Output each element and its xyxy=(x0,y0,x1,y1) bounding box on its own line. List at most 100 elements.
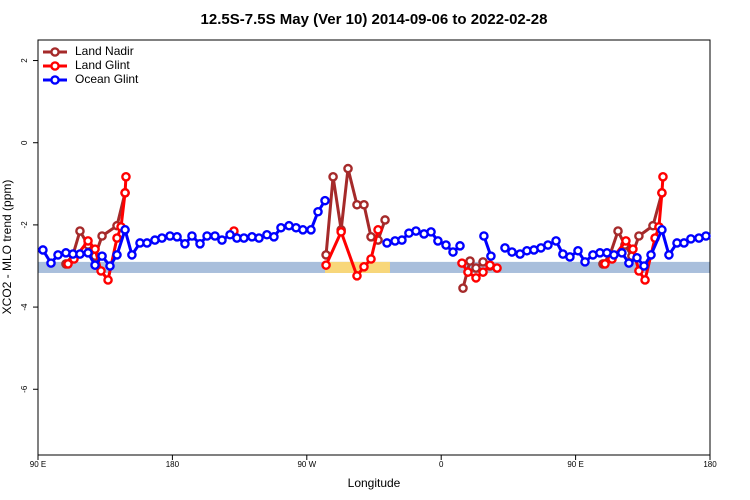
point xyxy=(600,259,610,269)
point xyxy=(628,244,638,254)
point xyxy=(157,233,167,243)
point xyxy=(97,251,107,261)
point xyxy=(306,225,316,235)
y-tick-label: -2 xyxy=(20,221,29,229)
x-tick-label: 0 xyxy=(439,460,444,469)
point xyxy=(105,261,115,271)
point xyxy=(465,256,475,266)
point xyxy=(632,252,642,263)
point xyxy=(679,238,689,248)
point xyxy=(180,239,190,249)
x-tick-label: 90 E xyxy=(567,460,583,469)
point xyxy=(328,172,338,182)
point xyxy=(298,225,308,235)
point xyxy=(202,231,212,241)
point xyxy=(580,257,590,267)
point xyxy=(269,232,279,242)
point xyxy=(97,231,107,241)
point xyxy=(75,226,85,236)
point xyxy=(478,267,488,277)
point xyxy=(573,245,583,256)
point xyxy=(634,231,644,241)
x-axis-label: Longitude xyxy=(348,476,401,490)
y-tick-label: 0 xyxy=(20,140,29,145)
point xyxy=(112,250,122,260)
point xyxy=(343,163,353,174)
point xyxy=(359,262,369,272)
point xyxy=(658,172,668,182)
point xyxy=(96,266,106,276)
point xyxy=(543,240,553,250)
point xyxy=(382,238,392,248)
point xyxy=(38,245,48,255)
point xyxy=(479,231,489,241)
legend-label: Land Glint xyxy=(75,58,130,72)
legend-marker xyxy=(50,61,60,71)
point xyxy=(621,236,631,246)
point xyxy=(448,247,458,257)
point xyxy=(276,222,286,233)
point xyxy=(313,206,323,217)
point xyxy=(646,250,656,260)
point xyxy=(624,258,634,268)
point xyxy=(366,254,376,264)
point xyxy=(639,261,649,271)
point xyxy=(551,236,561,246)
point xyxy=(613,226,623,236)
y-tick-label: 2 xyxy=(20,58,29,63)
point xyxy=(90,244,100,254)
point xyxy=(142,238,152,248)
point xyxy=(507,247,517,257)
point xyxy=(321,260,331,270)
point xyxy=(112,233,122,243)
point xyxy=(46,258,56,268)
series-line xyxy=(67,176,665,284)
point xyxy=(397,235,407,245)
point xyxy=(433,236,443,246)
point xyxy=(121,172,131,182)
legend-marker xyxy=(50,47,60,57)
point xyxy=(120,225,130,235)
point xyxy=(609,250,619,260)
point xyxy=(640,275,650,285)
point xyxy=(254,233,264,243)
point xyxy=(486,251,496,261)
point xyxy=(701,231,711,241)
point xyxy=(352,271,362,281)
point xyxy=(187,231,197,241)
point xyxy=(380,215,390,225)
point xyxy=(172,232,182,242)
point xyxy=(320,195,330,206)
legend-label: Land Nadir xyxy=(75,44,134,58)
point xyxy=(657,188,667,198)
point xyxy=(686,234,696,244)
point xyxy=(359,199,369,210)
point xyxy=(471,273,481,283)
point xyxy=(441,240,451,250)
point xyxy=(239,233,249,243)
point xyxy=(63,259,73,269)
point xyxy=(210,231,220,241)
chart-title: 12.5S-7.5S May (Ver 10) 2014-09-06 to 20… xyxy=(201,11,548,28)
point xyxy=(103,275,113,285)
x-tick-label: 90 E xyxy=(30,460,46,469)
point xyxy=(471,263,481,273)
point xyxy=(90,260,100,270)
point xyxy=(455,241,465,251)
x-tick-label: 90 W xyxy=(297,460,316,469)
point xyxy=(127,250,137,260)
x-tick-label: 180 xyxy=(166,460,180,469)
point xyxy=(195,239,205,249)
point xyxy=(426,227,436,237)
point xyxy=(53,250,63,260)
point xyxy=(492,263,502,273)
point xyxy=(664,250,674,260)
legend-label: Ocean Glint xyxy=(75,72,139,86)
point xyxy=(120,188,130,198)
point xyxy=(83,248,93,258)
x-tick-label: 180 xyxy=(703,460,717,469)
band-segment xyxy=(325,261,390,273)
y-axis-label: XCO2 - MLO trend (ppm) xyxy=(0,180,14,315)
point xyxy=(463,267,473,277)
